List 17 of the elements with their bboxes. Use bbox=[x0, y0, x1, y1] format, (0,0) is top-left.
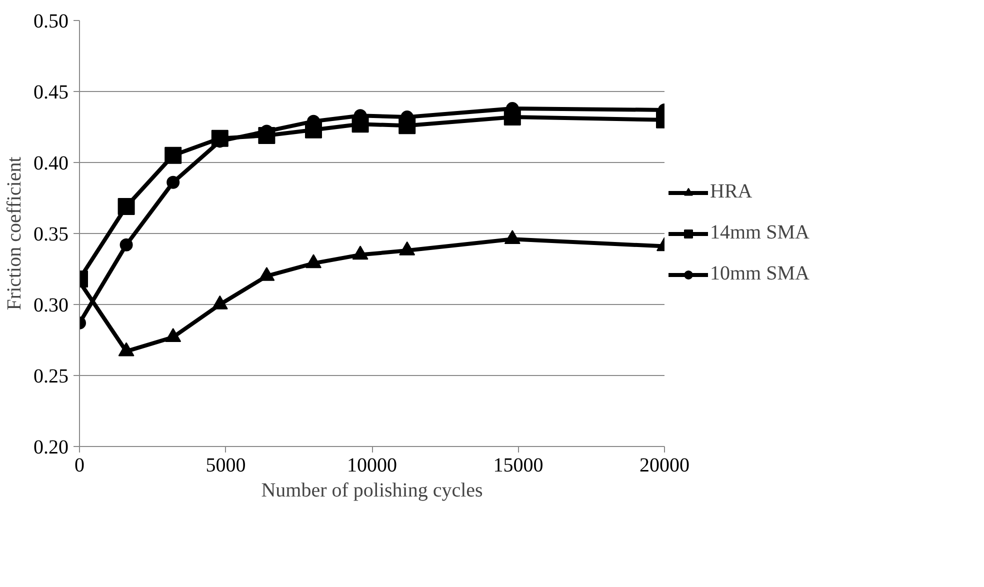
y-tick-label: 0.40 bbox=[34, 152, 68, 174]
legend-label: HRA bbox=[710, 180, 752, 204]
x-tick-label: 10000 bbox=[347, 454, 397, 476]
legend-label: 10mm SMA bbox=[710, 262, 810, 286]
y-tick-label: 0.50 bbox=[34, 10, 68, 32]
x-axis-title: Number of polishing cycles bbox=[261, 480, 484, 502]
x-tick-label: 20000 bbox=[640, 454, 690, 476]
x-tick-label: 5000 bbox=[206, 454, 246, 476]
y-tick-label: 0.20 bbox=[34, 436, 68, 458]
y-tick-label: 0.35 bbox=[34, 224, 68, 246]
y-tick-label: 0.30 bbox=[34, 294, 68, 316]
legend-label: 14mm SMA bbox=[710, 222, 810, 244]
x-tick-label: 15000 bbox=[493, 454, 544, 476]
y-axis-title: Friction coefficient bbox=[4, 156, 26, 310]
x-tick-label: 0 bbox=[74, 454, 84, 476]
y-tick-label: 0.45 bbox=[34, 82, 68, 104]
y-tick-label: 0.25 bbox=[34, 366, 68, 388]
